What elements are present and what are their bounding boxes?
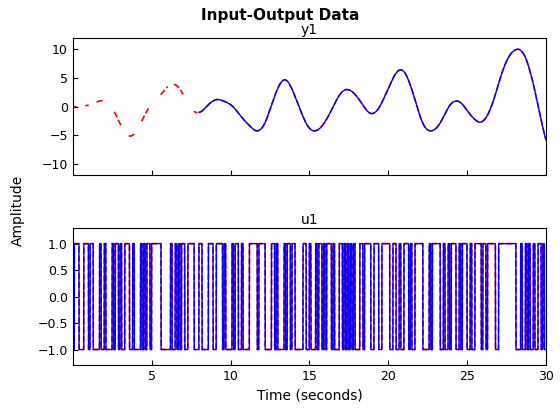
missing_data xyxy=(357,241,363,246)
missing_data xyxy=(164,84,171,89)
datae xyxy=(297,347,304,352)
missing_data xyxy=(258,241,265,246)
missing_data xyxy=(357,98,363,103)
datae xyxy=(227,347,234,352)
missing_data xyxy=(69,104,76,109)
missing_data xyxy=(521,347,528,352)
datae xyxy=(71,241,78,246)
datae xyxy=(357,241,363,246)
datae xyxy=(521,347,528,352)
missing_data xyxy=(543,138,549,143)
Line: datae: datae xyxy=(73,49,546,140)
Line: missing_data: missing_data xyxy=(73,49,546,140)
missing_data xyxy=(297,108,304,113)
datae xyxy=(258,241,265,246)
missing_data xyxy=(227,102,234,107)
missing_data xyxy=(258,126,265,131)
missing_data xyxy=(69,347,76,352)
missing_data xyxy=(521,53,528,58)
X-axis label: Time (seconds): Time (seconds) xyxy=(256,389,362,403)
Line: missing_data: missing_data xyxy=(73,244,546,349)
Line: datae: datae xyxy=(73,244,546,349)
datae xyxy=(69,104,76,109)
datae xyxy=(521,53,528,58)
datae xyxy=(297,108,304,113)
Title: y1: y1 xyxy=(301,23,318,37)
datae xyxy=(227,102,234,107)
datae xyxy=(357,98,363,103)
datae xyxy=(543,138,549,143)
missing_data xyxy=(164,347,171,352)
Title: u1: u1 xyxy=(301,213,318,226)
datae xyxy=(543,347,549,352)
missing_data xyxy=(227,347,234,352)
Text: Input-Output Data: Input-Output Data xyxy=(201,8,359,24)
datae xyxy=(69,347,76,352)
missing_data xyxy=(297,347,304,352)
datae xyxy=(258,126,265,131)
Text: Amplitude: Amplitude xyxy=(11,174,25,246)
missing_data xyxy=(71,241,78,246)
datae xyxy=(164,347,171,352)
missing_data xyxy=(543,347,549,352)
